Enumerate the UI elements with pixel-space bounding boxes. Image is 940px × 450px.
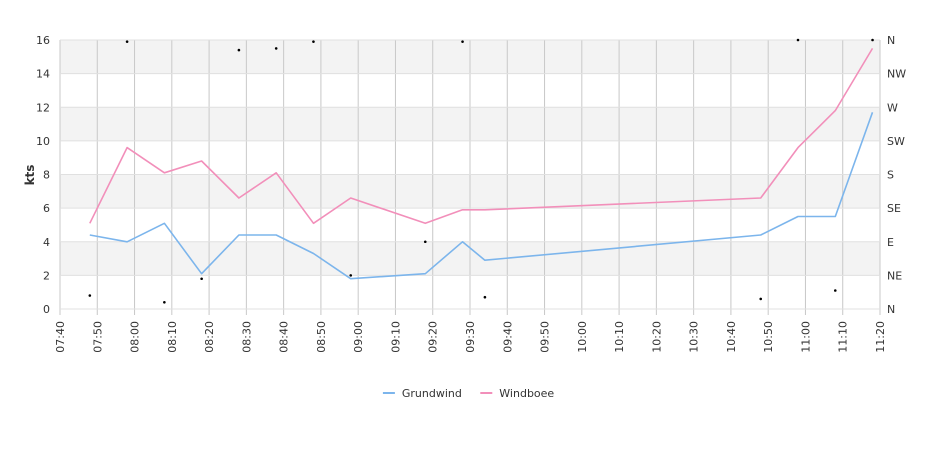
direction-point <box>871 38 874 42</box>
series-lines <box>89 47 874 280</box>
x-axis-tick-labels: 07:40 07:50 08:00 08:10 08:20 08:30 08:40 08:50… <box>54 321 887 353</box>
x-tick-label: 07:50 <box>91 321 104 353</box>
x-tick-label: 10:10 <box>613 321 626 353</box>
x-tick-label: 09:50 <box>539 321 552 353</box>
right-axis-tick-labels: N NE E SE S SW W NW N <box>887 34 906 316</box>
y-tick-label: 2 <box>43 269 50 282</box>
direction-tick-label: NW <box>887 68 906 81</box>
direction-point <box>833 289 837 292</box>
x-tick-label: 11:00 <box>799 321 812 353</box>
legend-label: Windboee <box>499 387 554 400</box>
x-tick-label: 11:10 <box>837 321 850 353</box>
legend-item-grundwind[interactable]: Grundwind <box>382 387 462 400</box>
direction-tick-label: NE <box>887 269 902 282</box>
y-tick-label: 14 <box>36 68 50 81</box>
x-tick-label: 09:30 <box>464 321 477 353</box>
x-tick-label: 09:20 <box>427 321 440 353</box>
x-tick-label: 09:40 <box>501 321 514 353</box>
direction-point <box>274 47 278 50</box>
y-tick-label: 10 <box>36 135 50 148</box>
direction-point <box>461 40 464 43</box>
direction-tick-label: N <box>887 303 895 316</box>
direction-point <box>796 38 800 42</box>
x-tick-label: 08:50 <box>315 321 328 353</box>
y-tick-label: 16 <box>36 34 50 47</box>
x-tick-label: 08:40 <box>278 321 291 353</box>
direction-tick-label: SW <box>887 135 905 148</box>
x-tick-label: 10:30 <box>688 321 701 353</box>
direction-point <box>483 295 487 299</box>
series-line-windboee <box>89 47 874 225</box>
legend-label: Grundwind <box>402 387 462 400</box>
direction-point <box>125 40 129 43</box>
direction-point <box>163 300 166 304</box>
series-line-grundwind <box>89 112 874 280</box>
left-axis-tick-labels: 0 2 4 6 8 10 12 14 16 <box>36 34 50 316</box>
y-axis-title: kts <box>23 165 37 186</box>
x-tick-label: 11:20 <box>874 321 887 353</box>
direction-tick-label: W <box>887 101 898 114</box>
direction-point <box>312 40 315 43</box>
legend: Grundwind Windboee <box>382 387 554 400</box>
x-tick-label: 09:10 <box>389 321 402 353</box>
x-tick-label: 10:00 <box>576 321 589 353</box>
x-tick-label: 10:20 <box>650 321 663 353</box>
x-tick-label: 08:00 <box>129 321 142 353</box>
y-tick-label: 6 <box>43 202 50 215</box>
x-tick-label: 08:20 <box>203 321 216 353</box>
y-tick-label: 0 <box>43 303 50 316</box>
direction-tick-label: E <box>887 236 894 249</box>
direction-point <box>759 297 763 301</box>
y-tick-label: 4 <box>43 236 50 249</box>
x-tick-label: 08:30 <box>240 321 253 353</box>
direction-point <box>200 277 203 281</box>
horizontal-grid <box>60 39 880 310</box>
direction-tick-label: S <box>887 169 894 182</box>
x-tick-label: 09:00 <box>352 321 365 353</box>
direction-tick-label: SE <box>887 202 901 215</box>
direction-point <box>349 274 353 277</box>
direction-point <box>423 240 427 244</box>
x-tick-label: 07:40 <box>54 321 67 353</box>
direction-point <box>237 48 241 52</box>
direction-tick-label: N <box>887 34 895 47</box>
x-tick-label: 10:40 <box>725 321 738 353</box>
legend-item-windboee[interactable]: Windboee <box>480 387 554 400</box>
direction-points <box>88 38 874 304</box>
direction-point <box>88 294 92 297</box>
x-tick-label: 08:10 <box>166 321 179 353</box>
y-tick-label: 8 <box>43 169 50 182</box>
y-tick-label: 12 <box>36 101 50 114</box>
x-tick-label: 10:50 <box>762 321 775 353</box>
